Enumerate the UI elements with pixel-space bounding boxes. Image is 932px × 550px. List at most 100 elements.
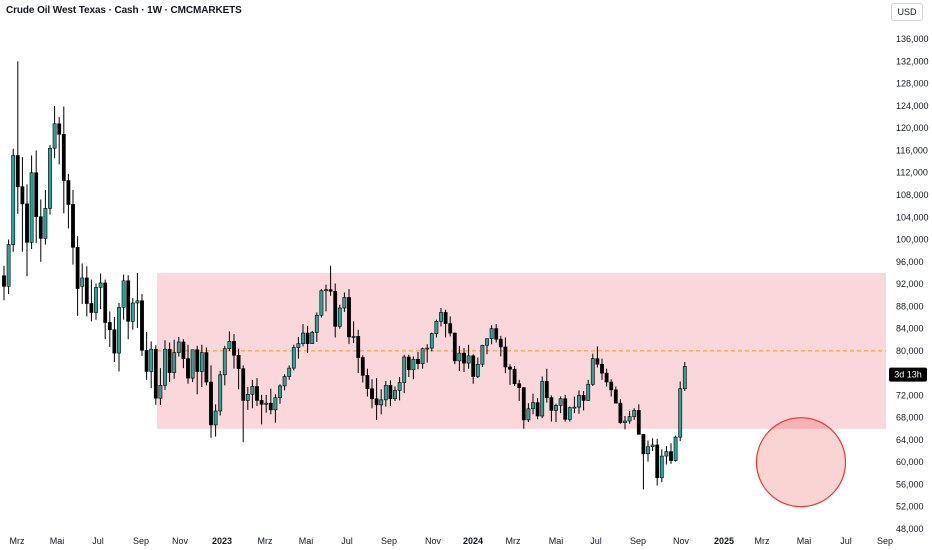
candle [609,379,614,397]
candle-body [255,386,259,401]
candle [2,265,6,301]
candle-body [149,348,154,372]
candle [554,403,558,423]
candle [393,386,397,401]
candle [255,378,259,406]
price-tick-label: 48,000 [896,524,924,534]
candle [383,380,388,407]
candle [126,275,131,340]
candle-body [420,348,425,364]
candle [581,390,586,411]
time-tick-label: 2025 [714,536,734,546]
candle [324,284,328,312]
candle [232,334,236,369]
candle-body [310,332,315,344]
currency-selector[interactable]: USD [891,3,923,21]
candle-body [305,332,310,344]
candle-body [163,348,167,386]
candle [544,368,549,403]
candle [411,356,416,380]
candle-body [167,348,172,373]
time-axis: Mrz Mai Jul Sep Nov 2023 Mrz Mai Jul Sep Nov 2024 Mr… [10,536,894,546]
candle [471,354,476,384]
candle-body [439,312,443,322]
candle-body [558,398,563,406]
candle [264,394,269,413]
price-tick-label: 104,000 [896,212,929,222]
candle [117,302,121,372]
candle [6,239,11,295]
candle [365,368,370,397]
candle [434,319,439,338]
candle [195,345,200,395]
candle [623,415,627,430]
candle [333,283,338,338]
candle-body [48,147,52,209]
candle [402,354,407,394]
candle [457,345,462,371]
candle [526,403,531,423]
candle [38,199,43,262]
candle [222,345,227,386]
candle [659,449,664,483]
candle-body [678,388,683,438]
price-tick-label: 92,000 [896,279,924,289]
candle [655,438,660,486]
candle [305,325,310,354]
candle-body [172,352,177,373]
candle-body [613,389,618,404]
price-tick-label: 56,000 [896,479,924,489]
candle-body [480,344,485,365]
candle [480,344,485,368]
candle [167,342,172,383]
candle-body [282,376,287,387]
candle [241,365,246,443]
candle [420,347,425,369]
candle [406,354,411,378]
candle [664,446,669,465]
candle [310,330,315,344]
candle-body [107,322,112,331]
price-tick-label: 112,000 [896,168,928,178]
candle [600,358,604,380]
candle [190,349,195,383]
candle-body [535,402,540,417]
candle [268,388,273,415]
candle [494,324,499,343]
candle [236,348,241,390]
candle-body [388,385,393,400]
candle [425,344,430,363]
candle-body [466,355,471,364]
candle-body [227,341,232,349]
price-tick-label: 84,000 [896,324,924,334]
candle [282,374,287,391]
candle [103,279,108,340]
price-tick-label: 136,000 [896,34,929,44]
candle [75,236,80,316]
candle-body [94,287,98,313]
candle-body [489,328,494,339]
candle-body [6,244,11,287]
candle-body [351,336,356,338]
candle [604,368,609,387]
candle-body [452,332,457,362]
candle-body [20,186,25,205]
candle [646,440,650,462]
candle-body [144,350,149,372]
candle-body [287,367,292,377]
time-tick-label: Mai [797,536,812,546]
candle-body [158,385,163,399]
candle-body [291,347,296,369]
candle [388,380,393,406]
candle [287,365,292,380]
candle-body [29,172,34,243]
candle-body [531,402,535,410]
candle [199,344,204,388]
price-tick-label: 132,000 [896,56,929,66]
candle-body [581,395,586,401]
candle-body [370,388,374,400]
candle-body [586,383,591,401]
candle [535,398,540,420]
candle [489,325,494,345]
